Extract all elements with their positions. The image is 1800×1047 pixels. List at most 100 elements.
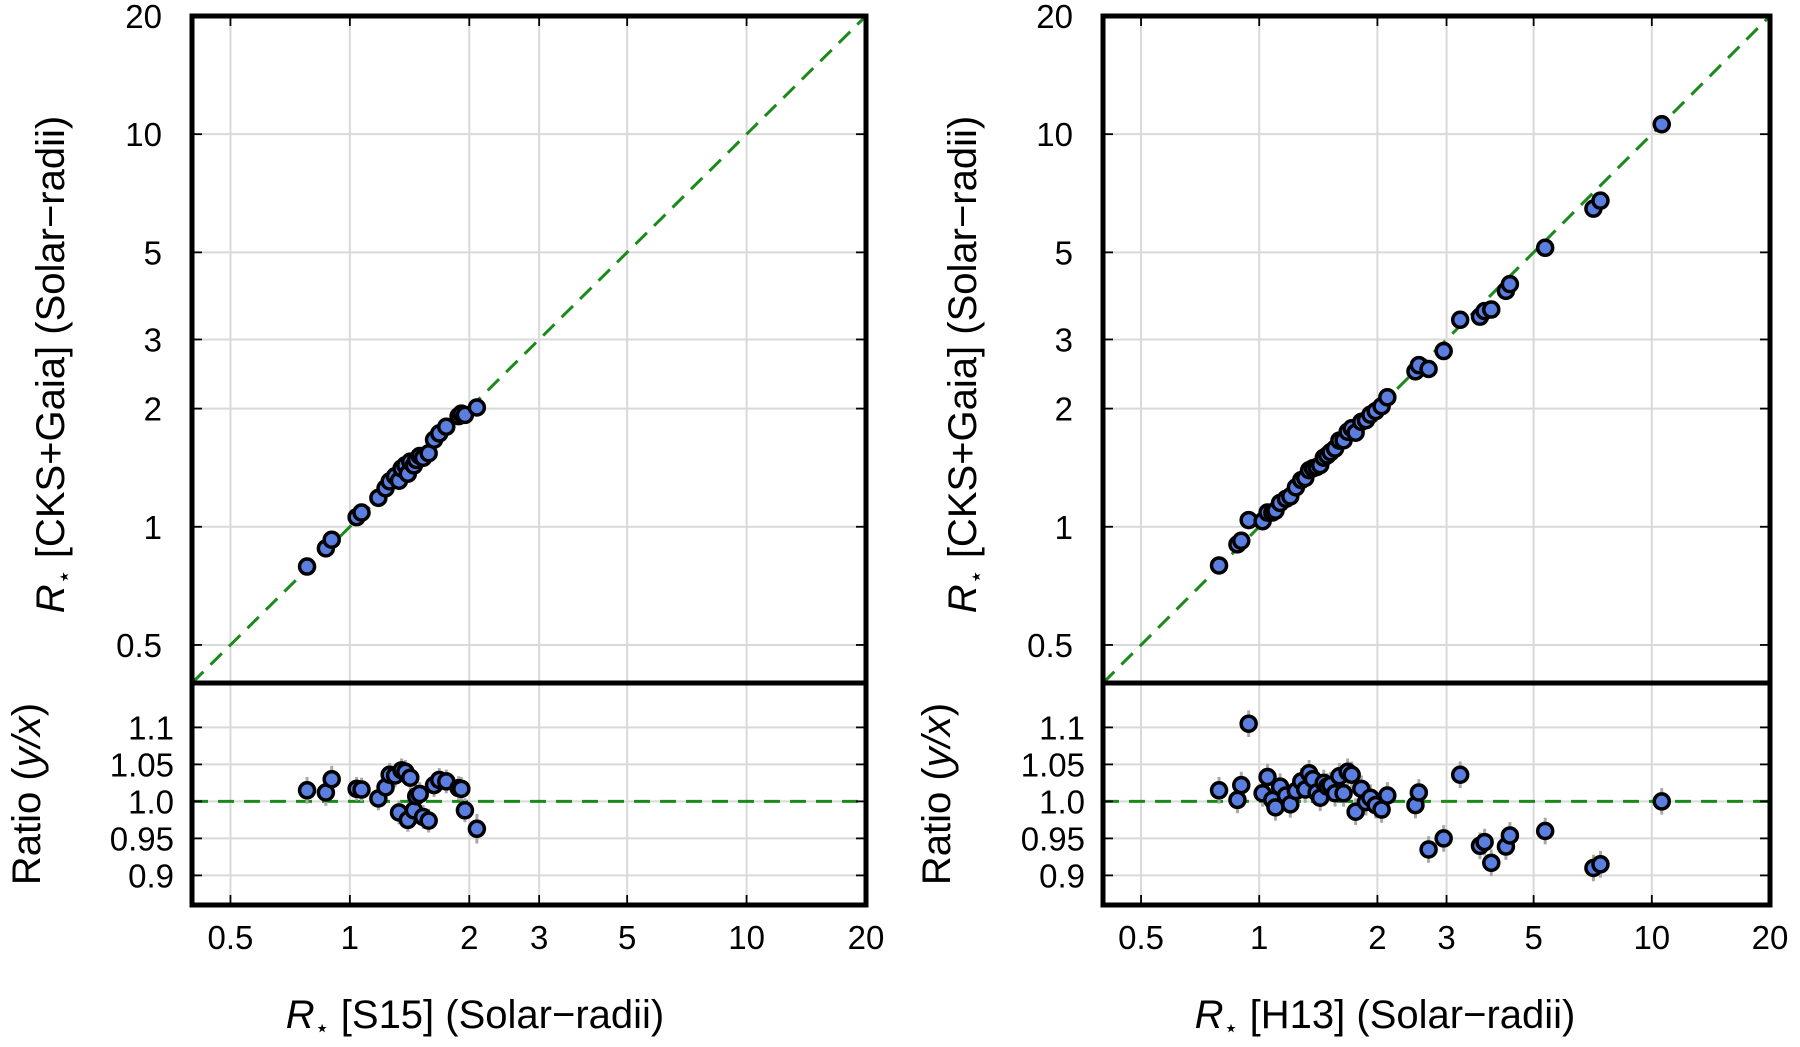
axes-frame	[189, 13, 869, 908]
x-tick-label: 5	[1524, 919, 1542, 956]
x-tick-label: 0.5	[208, 919, 254, 956]
ratio-point	[1450, 765, 1470, 785]
y-tick-label: 1	[144, 509, 162, 546]
x-axis-label: R⋆ [S15] (Solar−radii)	[286, 993, 665, 1042]
ratio-tick-label: 1.05	[110, 746, 174, 783]
ratio-label-italic: y/x	[5, 714, 49, 770]
x-tick-label: 20	[1752, 919, 1789, 956]
ratio-point	[452, 779, 471, 799]
x-axis-text: [H13] (Solar−radii)	[1239, 993, 1576, 1037]
x-tick-label: 10	[1633, 919, 1670, 956]
ratio-label-pre: Ratio (	[915, 767, 959, 885]
ratio-point	[1232, 775, 1251, 795]
ratio-point	[352, 780, 371, 799]
data-point	[1482, 300, 1501, 319]
data-point	[1652, 114, 1672, 134]
ratio-point	[455, 801, 475, 820]
ratio-tick-label: 1.05	[1021, 746, 1085, 783]
left-panel: 0.5 1 2 3 5 10 20 0.5 1 2 3 5 10 20 0.90.951.01.051.1 R…	[5, 0, 884, 1042]
y-axis-label: R⋆ [CKS+Gaia] (Solar−radii)	[941, 116, 990, 613]
data-point	[437, 417, 456, 436]
data-point	[1535, 238, 1555, 258]
axes-frame	[1100, 13, 1773, 908]
ratio-point	[1334, 784, 1353, 803]
y-tick-label: 10	[125, 116, 162, 153]
y-axis-text: [CKS+Gaia] (Solar−radii)	[941, 116, 985, 570]
x-axis-text: [S15] (Solar−radii)	[330, 993, 665, 1037]
ratio-point	[1378, 786, 1397, 805]
x-tick-label: 3	[530, 919, 548, 956]
y-tick-label: 0.5	[116, 627, 162, 664]
data-point	[1591, 191, 1610, 210]
ratio-point	[1500, 826, 1520, 845]
ratio-label-pre: Ratio (	[5, 767, 49, 885]
ratio-point	[1652, 792, 1672, 811]
x-tick-label: 1	[341, 919, 359, 956]
ratio-point	[1342, 765, 1361, 785]
y-tick-label: 2	[1055, 391, 1073, 428]
ratio-point	[1209, 781, 1229, 800]
gridlines	[192, 16, 866, 905]
x-axis-symbol: R	[1195, 993, 1224, 1037]
ratio-point	[410, 784, 429, 804]
data-point	[1232, 531, 1251, 551]
y-tick-label: 0.5	[1027, 627, 1073, 664]
x-tick-label: 5	[618, 919, 636, 956]
ratio-point	[1409, 783, 1429, 802]
y-tick-label: 20	[1036, 0, 1073, 35]
y-tick-label: 3	[144, 321, 162, 358]
y-axis-star: ⋆	[963, 569, 990, 584]
y-tick-label: 20	[125, 0, 162, 35]
ratio-point	[1239, 714, 1258, 733]
x-axis-symbol: R	[286, 993, 315, 1037]
right-panel: 0.5 1 2 3 5 10 20 0.5 1 2 3 5 10 20 0.90.951.01.051.1 R…	[915, 0, 1788, 1042]
data-point	[322, 530, 341, 549]
y-axis-label: R⋆ [CKS+Gaia] (Solar−radii)	[29, 116, 78, 613]
ratio-point	[297, 781, 317, 800]
x-tick-label: 2	[1368, 919, 1386, 956]
data-point	[1419, 359, 1438, 379]
y-axis-text: [CKS+Gaia] (Solar−radii)	[29, 116, 73, 570]
y-axis-symbol: R	[941, 584, 985, 613]
ratio-point	[322, 769, 341, 789]
ratio-point	[1434, 829, 1453, 848]
y-tick-label: 5	[144, 234, 162, 271]
data-point	[1500, 274, 1520, 294]
ratio-tick-label: 1.1	[1039, 709, 1085, 746]
x-tick-label: 0.5	[1118, 919, 1164, 956]
ratio-point	[1475, 832, 1494, 852]
ratio-tick-label: 0.95	[1021, 820, 1085, 857]
x-tick-label: 1	[1250, 919, 1268, 956]
data-point	[467, 398, 487, 417]
ratio-tick-label: 0.95	[110, 820, 174, 857]
x-tick-label: 2	[460, 919, 478, 956]
ratio-axis-label: Ratio (y/x)	[915, 703, 959, 885]
y-tick-label: 3	[1055, 321, 1073, 358]
ratio-point	[1535, 821, 1555, 841]
ratio-point	[419, 811, 438, 830]
ratio-tick-label: 1.1	[128, 709, 174, 746]
ratio-point	[401, 768, 420, 787]
ratio-tick-label: 1.0	[128, 783, 174, 820]
ratio-axis-label: Ratio (y/x)	[5, 703, 49, 885]
data-point	[352, 503, 371, 522]
axis-ticks	[192, 15, 867, 905]
x-axis-label: R⋆ [H13] (Solar−radii)	[1195, 993, 1576, 1042]
y-axis-star: ⋆	[51, 569, 78, 584]
x-tick-label: 20	[848, 919, 885, 956]
scatter-points	[297, 398, 487, 576]
ratio-points	[1209, 714, 1672, 878]
y-tick-label: 1	[1055, 509, 1073, 546]
data-point	[1434, 341, 1453, 361]
x-tick-label: 10	[728, 919, 765, 956]
y-axis-symbol: R	[29, 584, 73, 613]
data-point	[1378, 388, 1397, 407]
data-point	[1450, 310, 1470, 330]
ratio-point	[467, 819, 487, 839]
ratio-point	[1591, 855, 1610, 874]
x-axis-star: ⋆	[315, 1015, 330, 1042]
ratio-label-post: )	[915, 703, 959, 716]
ratio-point	[1228, 790, 1247, 810]
ratio-tick-label: 0.9	[128, 857, 174, 894]
